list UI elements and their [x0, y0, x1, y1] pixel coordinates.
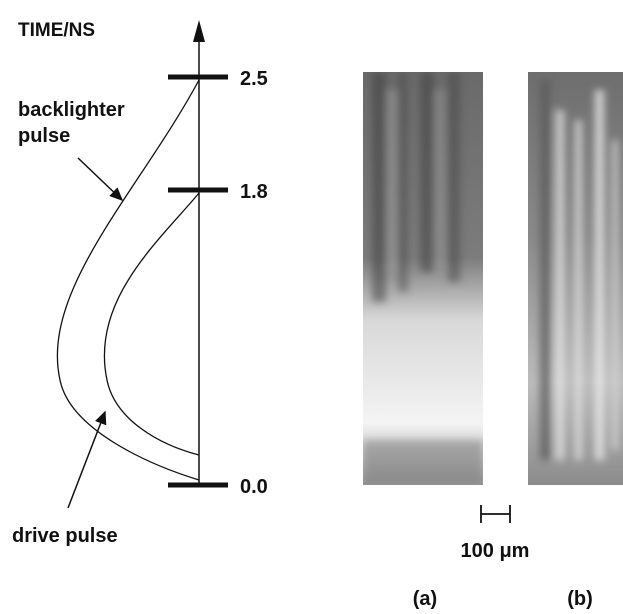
- tick-label: 0.0: [240, 476, 268, 498]
- annotation: backlighter: [18, 99, 125, 121]
- annotation: drive pulse: [12, 525, 118, 547]
- annotation: pulse: [18, 125, 70, 147]
- panel-label: (b): [567, 588, 593, 610]
- tick-label: 2.5: [240, 68, 268, 90]
- scale-label: 100 μm: [461, 540, 530, 562]
- arrow: [77, 157, 124, 202]
- drive-curve: [103, 192, 200, 456]
- backlighter-curve: [56, 79, 200, 481]
- arrow: [67, 410, 107, 509]
- scale-bar: [480, 505, 511, 523]
- axis-label: TIME/NS: [18, 20, 95, 41]
- tick-label: 1.8: [240, 181, 268, 203]
- image-b: [528, 72, 623, 485]
- panel-label: (a): [413, 588, 437, 610]
- axis-arrow: [193, 20, 205, 42]
- image-a: [363, 72, 483, 485]
